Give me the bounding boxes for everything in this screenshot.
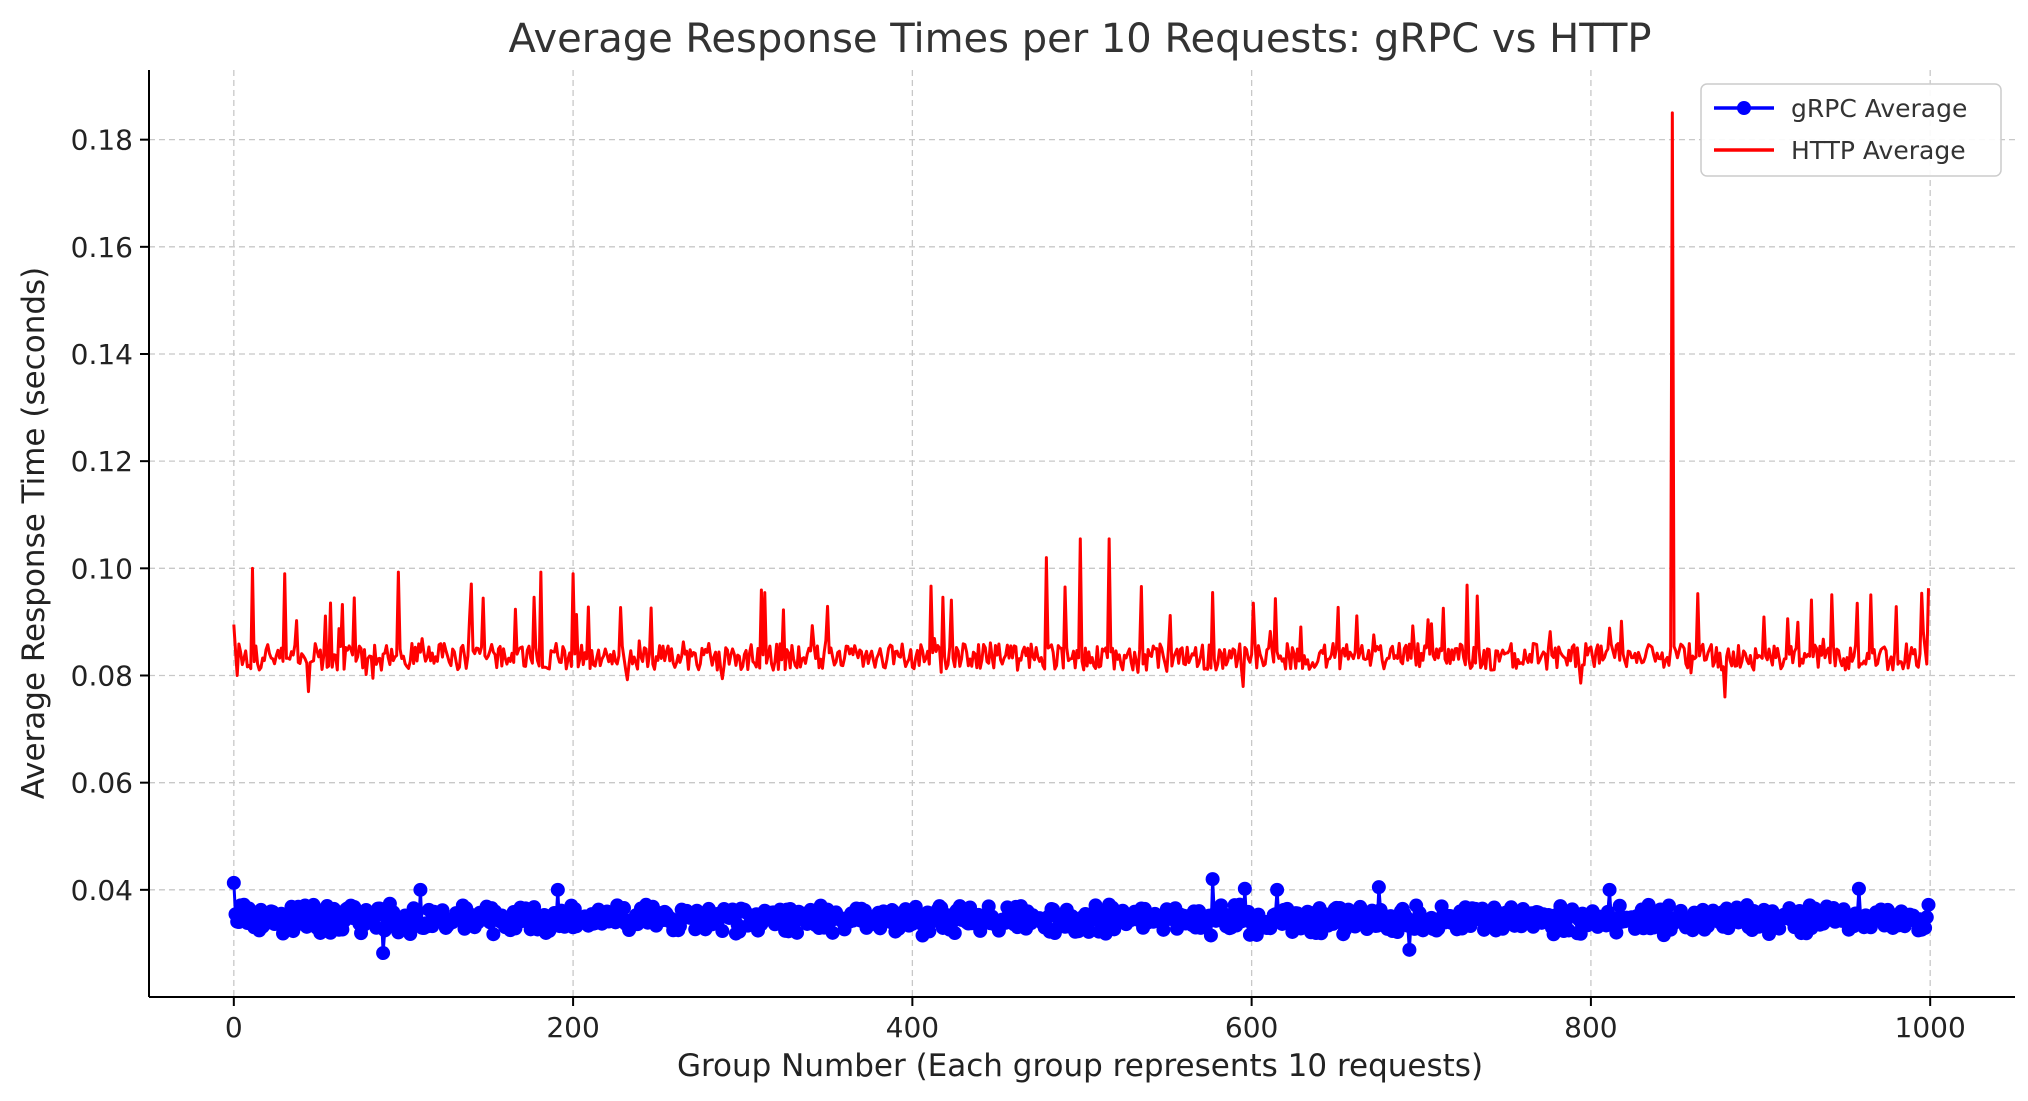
y-axis-label: Average Response Time (seconds) (16, 267, 52, 800)
grpc-data-point (1602, 882, 1617, 897)
grpc-data-point (1205, 872, 1220, 887)
grpc-data-point (376, 946, 391, 961)
legend: gRPC Average HTTP Average (1700, 83, 2002, 177)
y-tick-label: 0.06 (71, 767, 133, 800)
grpc-data-point (550, 882, 565, 897)
grpc-data-point (226, 875, 241, 890)
grpc-data-point (1390, 925, 1405, 940)
grpc-data-point (410, 905, 425, 920)
y-tick-label: 0.18 (71, 124, 133, 157)
x-tick-label: 1000 (1895, 1011, 1966, 1044)
x-tick-label: 200 (546, 1011, 599, 1044)
grpc-data-point (486, 927, 501, 942)
y-tick-label: 0.04 (71, 874, 133, 907)
grpc-data-point (1270, 882, 1285, 897)
grpc-data-point (1412, 905, 1427, 920)
grpc-data-point (1609, 925, 1624, 940)
grpc-data-point (1402, 942, 1417, 957)
grpc-data-point (1921, 897, 1936, 912)
series-http-average-line (232, 111, 1930, 699)
grpc-data-point (1851, 881, 1866, 896)
grpc-data-point (947, 926, 962, 940)
legend-http-label: HTTP Average (1791, 136, 1966, 165)
y-tick-label: 0.10 (71, 552, 133, 585)
y-tick-label: 0.14 (71, 338, 133, 371)
y-tick-label: 0.16 (71, 231, 133, 264)
grpc-data-point (413, 882, 428, 897)
grpc-data-point (1919, 910, 1934, 925)
grpc-data-point (825, 925, 840, 940)
grpc-data-point (1081, 924, 1096, 939)
legend-grpc-label: gRPC Average (1791, 94, 1967, 123)
x-tick-label: 800 (1564, 1011, 1617, 1044)
x-tick-label: 400 (886, 1011, 939, 1044)
x-tick-label: 0 (225, 1011, 243, 1044)
series-grpc-markers (226, 872, 1936, 961)
axes-spines (148, 70, 2015, 998)
grpc-data-point (715, 924, 730, 939)
grpc-data-point (616, 901, 631, 916)
grpc-data-point (1156, 922, 1171, 937)
grpc-data-point (1661, 898, 1676, 913)
x-axis-label: Group Number (Each group represents 10 r… (677, 1048, 1483, 1084)
y-tick-label: 0.08 (71, 659, 133, 692)
grpc-data-point (1203, 928, 1218, 943)
y-tick-label: 0.12 (71, 445, 133, 478)
x-tick-label: 600 (1225, 1011, 1278, 1044)
legend-box (1700, 83, 2002, 177)
ticks: 0 200 400 600 800 1000 0.04 0.06 0.08 0.10 0.12 0.1… (71, 124, 1966, 1044)
grpc-data-point (1371, 880, 1386, 895)
chart-title: Average Response Times per 10 Requests: … (508, 16, 1651, 62)
grpc-data-point (1214, 898, 1229, 913)
grpc-data-point (1918, 920, 1933, 935)
series-layer (226, 111, 1936, 961)
legend-grpc-marker (1737, 101, 1751, 115)
grpc-data-point (1237, 881, 1252, 896)
grpc-data-point (1772, 921, 1787, 936)
grpc-data-point (1612, 898, 1627, 913)
grpc-data-point (527, 900, 542, 915)
grpc-data-point (790, 925, 805, 940)
